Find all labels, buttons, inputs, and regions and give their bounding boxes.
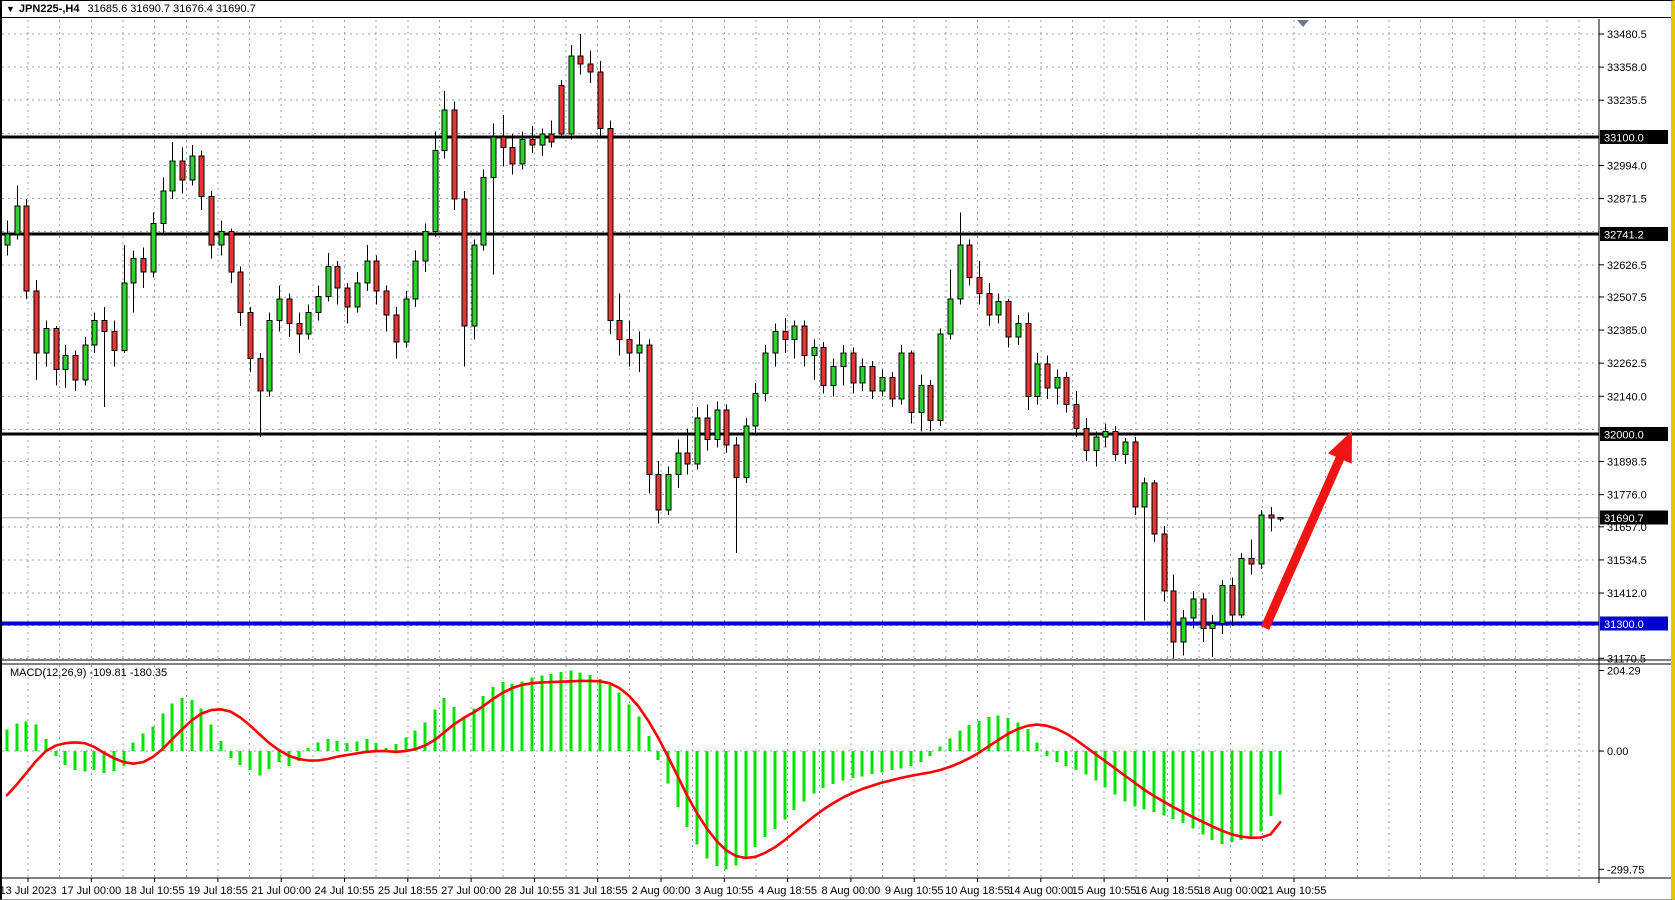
axis-label: 31690.7 xyxy=(1604,513,1644,525)
grid-layer xyxy=(2,20,1599,877)
axis-label: 31776.0 xyxy=(1607,490,1647,502)
axis-label: 9 Aug 10:55 xyxy=(885,885,944,897)
axis-label: 3 Aug 10:55 xyxy=(695,885,754,897)
axis-label: 25 Jul 18:55 xyxy=(378,885,438,897)
axis-label: 32626.5 xyxy=(1607,260,1647,272)
axis-label: 8 Aug 00:00 xyxy=(822,885,881,897)
axis-label: 21 Jul 00:00 xyxy=(251,885,311,897)
axis-label: 14 Aug 00:00 xyxy=(1008,885,1073,897)
chart-title-quotes: 31685.6 31690.7 31676.4 31690.7 xyxy=(87,3,256,15)
price-shift-icon[interactable] xyxy=(1297,20,1309,27)
axis-label: 2 Aug 00:00 xyxy=(632,885,691,897)
axis-label: 33480.5 xyxy=(1607,29,1647,41)
axis-label: 33235.5 xyxy=(1607,95,1647,107)
macd-signal-line xyxy=(5,679,1282,860)
macd-histogram xyxy=(5,670,1282,870)
axis-label: 32140.0 xyxy=(1607,391,1647,403)
axis-label: 31412.0 xyxy=(1607,588,1647,600)
trend-arrow[interactable] xyxy=(1260,431,1352,630)
axis-label: 27 Jul 00:00 xyxy=(441,885,501,897)
axis-label: 31657.0 xyxy=(1607,522,1647,534)
axis-label: 17 Jul 00:00 xyxy=(61,885,121,897)
price-level-badge: 31690.7 xyxy=(1600,510,1668,525)
axis-label: 31 Jul 18:55 xyxy=(568,885,628,897)
time-axis[interactable]: 13 Jul 2023 17 Jul 00:00 18 Jul 10:55 19 Ju… xyxy=(2,878,1326,897)
axis-label: 13 Jul 2023 xyxy=(2,885,56,897)
support-resistance-lines[interactable] xyxy=(2,135,1599,626)
axis-label: 28 Jul 10:55 xyxy=(504,885,564,897)
macd-indicator-label: MACD(12,26,9) -109.81 -180.35 xyxy=(10,667,168,679)
candles-layer xyxy=(4,34,1284,659)
axis-label: 18 Jul 10:55 xyxy=(125,885,185,897)
axis-label: 32000.0 xyxy=(1604,430,1644,442)
chart-titlebar: ▼ JPN225-,H4 31685.6 31690.7 31676.4 316… xyxy=(2,1,1671,18)
axis-label: 31534.5 xyxy=(1607,555,1647,567)
axis-label: -299.75 xyxy=(1607,864,1644,876)
axis-label: 31170.5 xyxy=(1607,653,1646,665)
price-level-badge: 32741.2 xyxy=(1600,226,1668,241)
price-axis[interactable]: 33480.5 33358.0 33235.5 32994.0 32871.5 32626… xyxy=(1599,29,1668,876)
price-level-badge: 32000.0 xyxy=(1600,427,1668,442)
axis-label: 31898.5 xyxy=(1607,457,1647,469)
axis-label: 21 Aug 10:55 xyxy=(1262,885,1327,897)
axis-label: 33100.0 xyxy=(1604,132,1644,144)
axis-label: 32385.0 xyxy=(1607,325,1647,337)
axis-label: 4 Aug 18:55 xyxy=(758,885,817,897)
pane-borders xyxy=(2,19,1671,883)
axis-label: 0.00 xyxy=(1607,746,1628,758)
axis-label: 32994.0 xyxy=(1607,160,1647,172)
axis-label: 32741.2 xyxy=(1604,229,1644,241)
axis-label: 10 Aug 18:55 xyxy=(945,885,1010,897)
axis-label: 32507.5 xyxy=(1607,292,1647,304)
axis-label: 24 Jul 10:55 xyxy=(315,885,375,897)
axis-label: 19 Jul 18:55 xyxy=(188,885,248,897)
symbol-dropdown-icon[interactable]: ▼ xyxy=(6,3,15,14)
price-level-badge: 33100.0 xyxy=(1600,129,1668,144)
chart-title-symbol: JPN225-,H4 xyxy=(18,3,80,15)
axis-label: 15 Aug 10:55 xyxy=(1072,885,1137,897)
axis-label: 31300.0 xyxy=(1604,619,1644,631)
axis-label: 33358.0 xyxy=(1607,62,1647,74)
axis-label: 16 Aug 18:55 xyxy=(1135,885,1200,897)
axis-label: 32262.5 xyxy=(1607,358,1647,370)
price-level-badge: 31300.0 xyxy=(1600,616,1668,631)
axis-label: 32871.5 xyxy=(1607,194,1647,206)
axis-label: 18 Aug 00:00 xyxy=(1198,885,1263,897)
axis-label: 204.29 xyxy=(1607,666,1641,678)
